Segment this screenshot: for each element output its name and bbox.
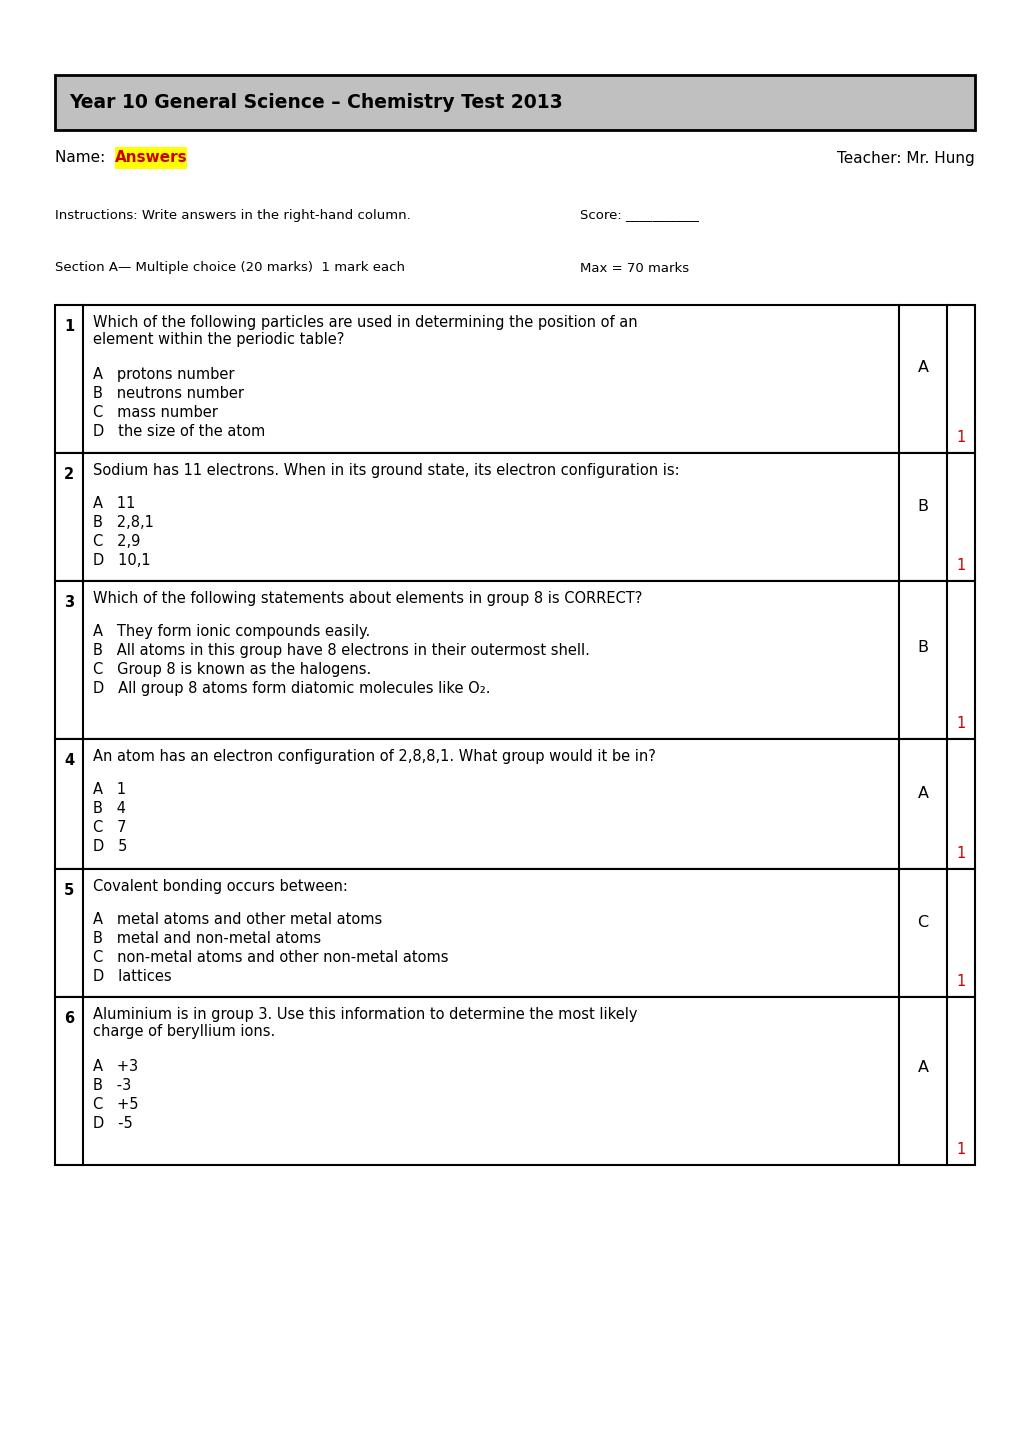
- Text: A: A: [917, 1061, 927, 1075]
- Text: B   2,8,1: B 2,8,1: [93, 515, 154, 530]
- Text: 1: 1: [64, 319, 74, 333]
- Text: 4: 4: [64, 753, 74, 768]
- Text: D   lattices: D lattices: [93, 970, 171, 984]
- Text: D   5: D 5: [93, 838, 127, 854]
- Text: 2: 2: [64, 468, 74, 482]
- Text: Max = 70 marks: Max = 70 marks: [580, 261, 689, 274]
- Text: Score: ___________: Score: ___________: [580, 208, 698, 221]
- Text: Which of the following particles are used in determining the position of an
elem: Which of the following particles are use…: [93, 315, 637, 348]
- Bar: [55, 997, 974, 1165]
- Text: Teacher: Mr. Hung: Teacher: Mr. Hung: [837, 150, 974, 166]
- Text: A   protons number: A protons number: [93, 367, 234, 382]
- Text: 1: 1: [956, 974, 965, 988]
- Bar: [55, 75, 974, 130]
- Text: 5: 5: [64, 883, 74, 898]
- Text: C   Group 8 is known as the halogens.: C Group 8 is known as the halogens.: [93, 662, 371, 677]
- Text: Year 10 General Science – Chemistry Test 2013: Year 10 General Science – Chemistry Test…: [69, 92, 562, 113]
- Text: B: B: [917, 499, 927, 514]
- Bar: [55, 869, 974, 997]
- Text: D   the size of the atom: D the size of the atom: [93, 424, 265, 439]
- Text: C   mass number: C mass number: [93, 405, 218, 420]
- Text: D   All group 8 atoms form diatomic molecules like O₂.: D All group 8 atoms form diatomic molecu…: [93, 681, 490, 696]
- Text: 1: 1: [956, 430, 965, 444]
- Text: Answers: Answers: [114, 150, 187, 166]
- Text: B   -3: B -3: [93, 1078, 131, 1092]
- Text: B: B: [917, 639, 927, 655]
- Bar: [55, 739, 974, 869]
- Text: A: A: [917, 359, 927, 375]
- Text: C   2,9: C 2,9: [93, 534, 141, 548]
- Text: C   non-metal atoms and other non-metal atoms: C non-metal atoms and other non-metal at…: [93, 949, 448, 965]
- Text: A   11: A 11: [93, 496, 136, 511]
- Text: A   +3: A +3: [93, 1059, 138, 1074]
- Text: An atom has an electron configuration of 2,8,8,1. What group would it be in?: An atom has an electron configuration of…: [93, 749, 655, 763]
- Text: D   -5: D -5: [93, 1115, 132, 1131]
- Text: 1: 1: [956, 1141, 965, 1157]
- Text: Which of the following statements about elements in group 8 is CORRECT?: Which of the following statements about …: [93, 592, 642, 606]
- Text: B   All atoms in this group have 8 electrons in their outermost shell.: B All atoms in this group have 8 electro…: [93, 644, 589, 658]
- Text: 1: 1: [956, 716, 965, 732]
- Bar: [55, 582, 974, 739]
- Text: B   neutrons number: B neutrons number: [93, 385, 244, 401]
- Text: A: A: [917, 786, 927, 801]
- Text: 3: 3: [64, 595, 74, 610]
- Text: Sodium has 11 electrons. When in its ground state, its electron configuration is: Sodium has 11 electrons. When in its gro…: [93, 463, 679, 478]
- Bar: [55, 304, 974, 453]
- Text: A   They form ionic compounds easily.: A They form ionic compounds easily.: [93, 623, 370, 639]
- Text: B   metal and non-metal atoms: B metal and non-metal atoms: [93, 931, 321, 947]
- Bar: [55, 453, 974, 582]
- Bar: [115, 147, 186, 169]
- Text: A   1: A 1: [93, 782, 126, 797]
- Text: Aluminium is in group 3. Use this information to determine the most likely
charg: Aluminium is in group 3. Use this inform…: [93, 1007, 637, 1039]
- Text: 1: 1: [956, 558, 965, 573]
- Text: 1: 1: [956, 846, 965, 861]
- Text: C: C: [916, 915, 927, 931]
- Text: Section A— Multiple choice (20 marks)  1 mark each: Section A— Multiple choice (20 marks) 1 …: [55, 261, 405, 274]
- Text: D   10,1: D 10,1: [93, 553, 151, 569]
- Text: C   +5: C +5: [93, 1097, 139, 1113]
- Text: A   metal atoms and other metal atoms: A metal atoms and other metal atoms: [93, 912, 382, 926]
- Text: Name:: Name:: [55, 150, 110, 166]
- Text: C   7: C 7: [93, 820, 126, 835]
- Text: B   4: B 4: [93, 801, 126, 815]
- Text: 6: 6: [64, 1012, 74, 1026]
- Text: Instructions: Write answers in the right-hand column.: Instructions: Write answers in the right…: [55, 208, 411, 221]
- Text: Covalent bonding occurs between:: Covalent bonding occurs between:: [93, 879, 347, 895]
